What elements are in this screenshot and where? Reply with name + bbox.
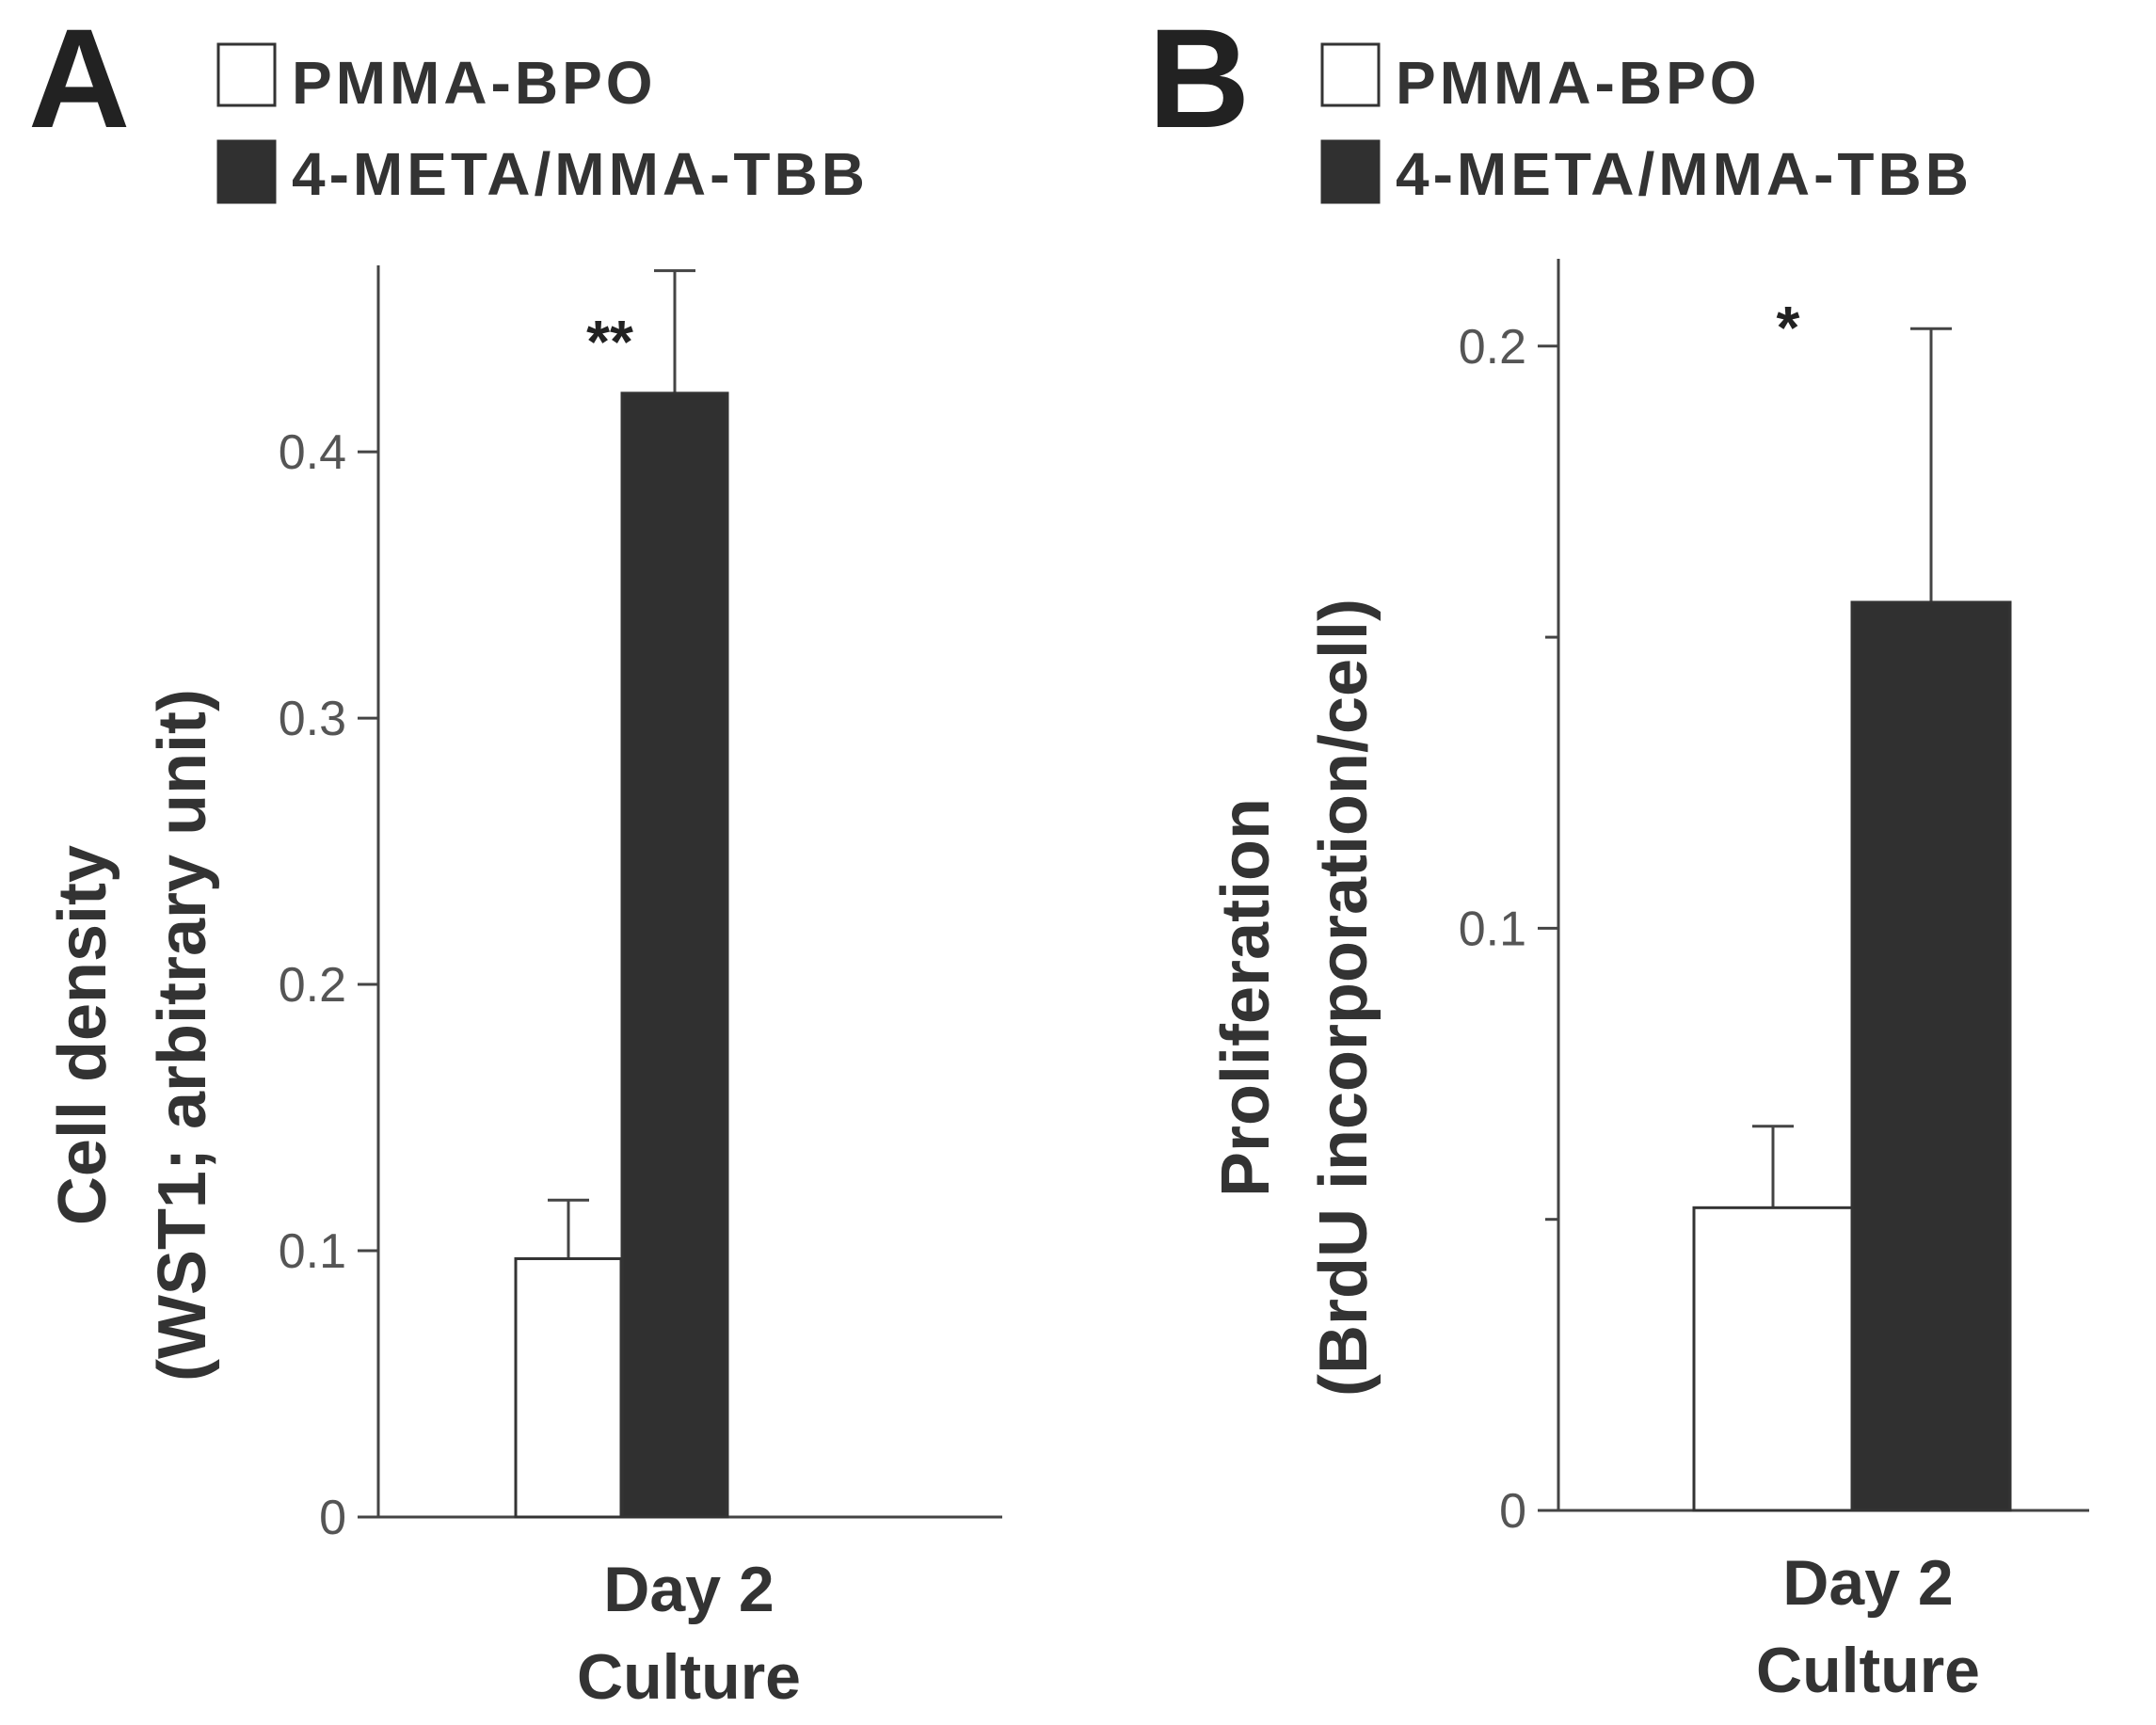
panel-b-ytick-label: 0 — [1499, 1484, 1526, 1539]
panel-a-category-label: Day 2 — [603, 1554, 774, 1625]
panel-b-legend-swatch-meta — [1320, 139, 1381, 204]
panel-b-ytick-label: 0.1 — [1459, 902, 1526, 956]
panel-a-bar-pmma-bpo — [514, 1257, 623, 1519]
panel-b-legend-swatch-pmma — [1320, 42, 1381, 107]
panel-a-label: A — [28, 0, 130, 157]
panel-a-legend-swatch-pmma — [216, 42, 277, 107]
panel-b-legend-label-pmma: PMMA-BPO — [1396, 49, 1761, 117]
panel-a-ticks: 0 0.1 0.2 0.3 0.4 — [279, 425, 378, 1545]
panel-a-ytick-label: 0 — [319, 1491, 346, 1545]
panel-b-legend-label-meta: 4-META/MMA-TBB — [1396, 140, 1972, 208]
panel-a-ytick-label: 0.3 — [279, 692, 346, 746]
panel-b-ylabel-line2: (BrdU incorporation/cell) — [1306, 599, 1381, 1397]
panel-b-significance-marker: * — [1777, 294, 1800, 361]
panel-a-legend-swatch-meta — [216, 139, 277, 204]
panel-a-xlabel: Culture — [577, 1641, 801, 1713]
panel-b-xlabel: Culture — [1756, 1635, 1980, 1706]
panel-b-bars — [1692, 327, 2012, 1512]
panel-a: A PMMA-BPO 4-META/MMA-TBB Cell density (… — [28, 0, 1002, 1713]
panel-b-bar-meta-mma-tbb — [1850, 600, 2012, 1512]
panel-a-ytick-label: 0.1 — [279, 1224, 346, 1279]
panel-b-category-label: Day 2 — [1782, 1547, 1953, 1619]
panel-a-ytick-label: 0.4 — [279, 425, 346, 480]
panel-a-bar-meta-mma-tbb — [620, 391, 729, 1519]
panel-a-ylabel-line2: (WST1; arbitrary unit) — [145, 689, 220, 1382]
panel-b: B PMMA-BPO 4-META/MMA-TBB Proliferation … — [1148, 0, 2089, 1706]
panel-a-legend-label-pmma: PMMA-BPO — [292, 49, 657, 117]
panel-b-ytick-label: 0.2 — [1459, 320, 1526, 375]
panel-a-ylabel-line1: Cell density — [45, 845, 120, 1225]
panel-b-ticks: 0 0.1 0.2 — [1459, 320, 1558, 1539]
panel-b-bar-pmma-bpo — [1692, 1206, 1854, 1512]
panel-b-ylabel-line1: Proliferation — [1208, 798, 1284, 1197]
panel-a-ytick-label: 0.2 — [279, 958, 346, 1013]
panel-b-label: B — [1148, 0, 1250, 157]
panel-a-bars — [514, 269, 729, 1519]
panel-a-significance-marker: ** — [586, 308, 633, 375]
panel-a-legend-label-meta: 4-META/MMA-TBB — [292, 140, 869, 208]
